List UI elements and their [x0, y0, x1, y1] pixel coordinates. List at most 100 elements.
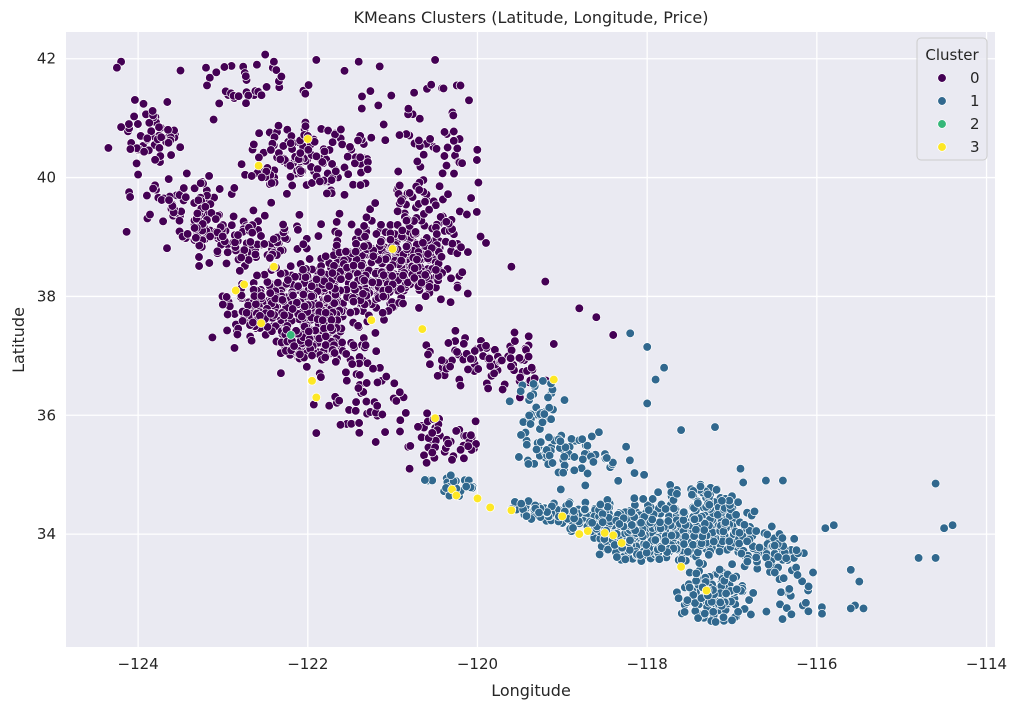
data-point-cluster-1	[638, 494, 648, 504]
data-point-cluster-1	[539, 409, 549, 419]
data-point-cluster-0	[370, 328, 381, 338]
data-point-cluster-0	[436, 252, 447, 262]
data-point-cluster-0	[265, 288, 275, 298]
data-point-cluster-0	[343, 152, 353, 162]
data-point-cluster-1	[718, 612, 729, 622]
data-point-cluster-0	[451, 426, 461, 436]
legend: Cluster 0 1 2 3	[916, 37, 988, 161]
data-point-cluster-1	[537, 417, 548, 427]
data-point-cluster-0	[221, 292, 232, 302]
data-point-cluster-3	[366, 315, 377, 325]
data-point-cluster-1	[817, 609, 827, 619]
data-point-cluster-0	[221, 258, 232, 269]
data-point-cluster-0	[355, 370, 365, 380]
data-point-cluster-1	[801, 598, 811, 608]
data-point-cluster-0	[506, 361, 516, 372]
data-point-cluster-0	[463, 364, 473, 375]
data-point-cluster-0	[236, 252, 246, 263]
data-point-cluster-0	[265, 253, 275, 263]
data-point-cluster-0	[276, 269, 286, 279]
data-point-cluster-1	[781, 553, 791, 563]
data-point-cluster-1	[505, 396, 515, 406]
data-point-cluster-1	[687, 490, 697, 500]
data-point-cluster-1	[789, 534, 799, 544]
data-point-cluster-0	[395, 415, 405, 425]
data-point-cluster-0	[386, 90, 396, 101]
data-point-cluster-0	[356, 260, 367, 271]
data-point-cluster-0	[342, 376, 352, 386]
data-point-cluster-1	[669, 503, 679, 514]
data-point-cluster-0	[431, 200, 441, 210]
data-point-cluster-1	[694, 558, 704, 568]
data-point-cluster-0	[380, 427, 390, 437]
data-point-cluster-0	[229, 343, 240, 353]
data-point-cluster-0	[420, 197, 430, 207]
data-point-cluster-0	[353, 227, 363, 237]
data-point-cluster-0	[484, 353, 494, 364]
data-point-cluster-0	[130, 95, 140, 105]
data-point-cluster-0	[175, 142, 185, 152]
data-point-cluster-0	[472, 207, 482, 217]
x-tick-labels: −124 −122 −120 −118 −116 −114	[118, 655, 1008, 673]
data-point-cluster-0	[362, 358, 373, 368]
data-point-cluster-0	[463, 441, 473, 451]
data-point-cluster-1	[761, 606, 772, 617]
data-point-cluster-1	[762, 529, 772, 540]
data-point-cluster-1	[555, 436, 566, 446]
data-point-cluster-3	[387, 244, 398, 254]
data-point-cluster-0	[362, 378, 372, 388]
data-point-cluster-0	[191, 233, 201, 243]
data-point-cluster-0	[424, 282, 434, 292]
data-point-cluster-1	[446, 470, 456, 480]
y-tick-label: 42	[37, 50, 56, 68]
data-point-cluster-0	[423, 249, 433, 259]
data-point-cluster-1	[420, 475, 430, 485]
legend-marker-cluster-3	[937, 142, 947, 152]
data-point-cluster-0	[194, 261, 204, 271]
data-point-cluster-1	[544, 432, 554, 442]
data-point-cluster-1	[524, 410, 534, 421]
data-point-cluster-0	[334, 209, 345, 219]
data-point-cluster-0	[257, 172, 267, 182]
data-point-cluster-0	[351, 397, 361, 407]
x-tick-label: −120	[457, 655, 498, 673]
x-tick-label: −114	[966, 655, 1007, 673]
data-point-cluster-0	[138, 99, 149, 109]
data-point-cluster-0	[189, 183, 200, 193]
data-point-cluster-1	[594, 549, 605, 560]
data-point-cluster-1	[778, 475, 788, 486]
data-point-cluster-1	[777, 614, 788, 624]
data-point-cluster-0	[380, 135, 390, 145]
data-point-cluster-0	[337, 139, 347, 150]
data-point-cluster-0	[311, 274, 322, 285]
data-point-cluster-0	[438, 83, 449, 94]
data-point-cluster-0	[162, 243, 172, 253]
data-point-cluster-1	[742, 556, 753, 567]
data-point-cluster-0	[196, 178, 206, 188]
data-point-cluster-0	[433, 371, 443, 381]
data-point-cluster-0	[473, 364, 483, 374]
data-point-cluster-0	[355, 180, 366, 190]
data-point-cluster-1	[587, 431, 597, 442]
data-point-cluster-3	[417, 324, 427, 334]
data-point-cluster-0	[200, 202, 210, 212]
data-point-cluster-1	[803, 606, 814, 616]
data-point-cluster-0	[283, 275, 293, 285]
data-point-cluster-1	[820, 523, 830, 533]
legend-label-cluster-0: 0	[970, 69, 980, 87]
data-point-cluster-0	[269, 234, 279, 244]
data-point-cluster-0	[401, 241, 412, 252]
data-point-cluster-0	[124, 119, 134, 129]
data-point-cluster-0	[233, 91, 244, 101]
data-point-cluster-0	[181, 192, 191, 202]
data-point-cluster-0	[307, 350, 317, 361]
data-point-cluster-0	[358, 289, 368, 299]
data-point-cluster-0	[441, 217, 451, 227]
data-point-cluster-0	[286, 261, 296, 271]
data-point-cluster-0	[131, 158, 142, 169]
data-point-cluster-0	[483, 383, 493, 394]
data-point-cluster-0	[269, 57, 279, 67]
data-point-cluster-0	[150, 155, 160, 165]
data-point-cluster-0	[227, 220, 237, 230]
data-point-cluster-0	[524, 331, 534, 341]
